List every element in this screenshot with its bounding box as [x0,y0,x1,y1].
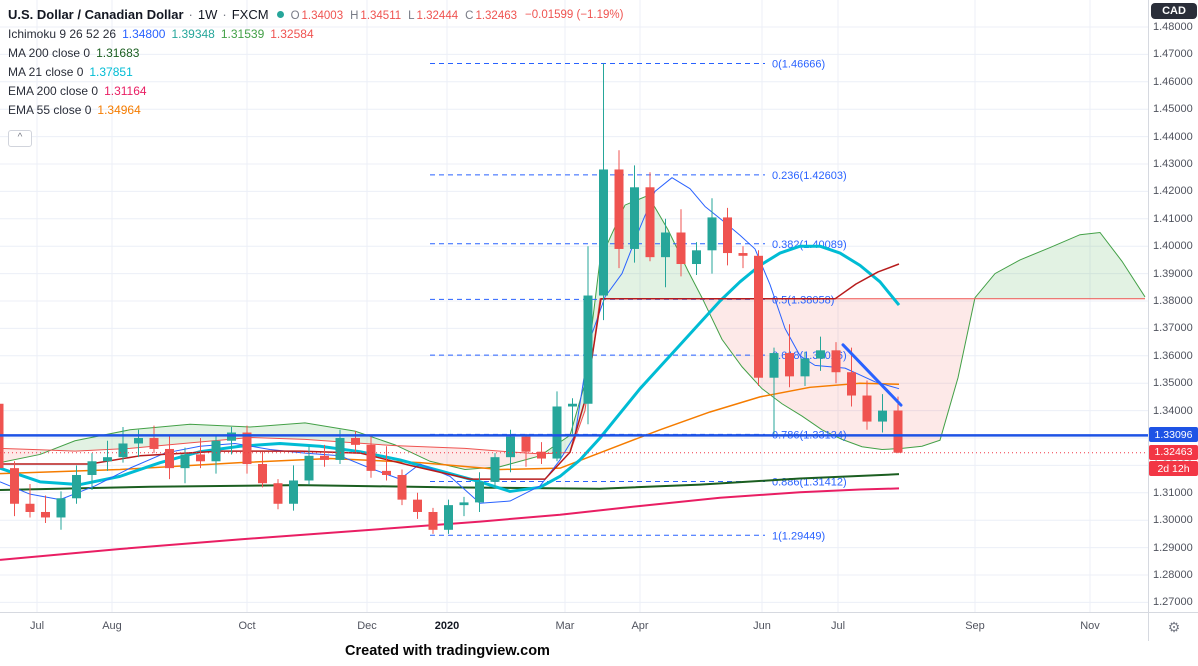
study-value: 1.37851 [89,64,133,79]
legend-collapse-button[interactable]: ^ [8,130,32,147]
study-row[interactable]: MA 200 close 0 1.31683 [8,43,623,62]
chart-canvas[interactable]: 0(1.46666)0.236(1.42603)0.382(1.40089)0.… [0,0,1148,612]
price-tick-label: 1.44000 [1153,130,1193,143]
price-tick-label: 1.41000 [1153,212,1193,225]
study-value: 1.31539 [220,26,265,41]
fib-level-label: 0.236(1.42603) [772,170,847,182]
time-tick-label: Mar [555,620,575,632]
legend: U.S. Dollar / Canadian Dollar · 1W · FXC… [8,5,623,119]
study-name: Ichimoku 9 26 52 26 [8,26,117,41]
symbol-title-row[interactable]: U.S. Dollar / Canadian Dollar · 1W · FXC… [8,5,623,24]
symbol-name: U.S. Dollar / Canadian Dollar [8,7,184,22]
trend-line[interactable] [841,343,903,407]
price-tick-label: 1.29000 [1153,541,1193,554]
study-value: 1.31683 [96,45,140,60]
market-status-dot-icon [276,11,284,18]
last-price-badge: 1.32463 [1149,444,1198,460]
bar-countdown-badge: 2d 12h [1149,461,1198,477]
fib-level-label: 0(1.46666) [772,59,825,71]
ema55-line [0,382,900,475]
study-name: MA 200 close 0 [8,45,91,60]
watermark-caption: Created with tradingview.com [345,643,550,659]
chart-pane[interactable]: 0(1.46666) 0.236(1.42603) 0.382(1.40089) 0.… [0,0,1148,612]
exchange-label: FXCM [231,7,269,22]
time-tick-label: Aug [102,620,122,632]
ohlc-value: 1.34511 [360,9,402,22]
candles-layer [0,63,903,534]
fib-level-label: 1(1.29449) [772,530,825,542]
price-tick-label: 1.43000 [1153,158,1193,170]
gear-icon[interactable]: ⚙ [1167,618,1181,635]
time-tick-label: 2020 [434,620,460,632]
time-tick-label: Jun [753,620,771,632]
price-tick-label: 1.28000 [1153,569,1193,581]
price-tick-label: 1.42000 [1153,185,1193,198]
ohlc-value: 1.34003 [301,9,344,22]
price-axis[interactable]: CAD 1.48000 1.47000 1.46000 1.45000 1.44000 1… [1148,0,1198,612]
price-tick-label: 1.47000 [1153,48,1193,61]
study-row[interactable]: EMA 200 close 0 1.31164 [8,81,623,100]
hline-price-badge: 1.33096 [1149,427,1198,443]
time-tick-label: Sep [965,620,985,632]
study-value: 1.32584 [270,26,314,41]
study-value: 1.34964 [97,102,141,117]
study-row[interactable]: MA 21 close 0 1.37851 [8,62,623,81]
study-row[interactable]: EMA 55 close 0 1.34964 [8,100,623,119]
time-tick-label: Jul [29,620,45,632]
currency-badge[interactable]: CAD [1151,3,1197,19]
price-tick-label: 1.46000 [1153,75,1193,88]
time-tick-label: Dec [357,620,377,632]
study-name: EMA 200 close 0 [8,83,99,98]
studies-list: Ichimoku 9 26 52 26 1.34800 1.39348 1.31539… [8,24,623,119]
study-name: EMA 55 close 0 [8,102,92,117]
ohlc-label: C [465,9,474,22]
price-tick-label: 1.48000 [1153,21,1193,33]
study-row[interactable]: Ichimoku 9 26 52 26 1.34800 1.39348 1.31539… [8,24,623,43]
ohlc-label: L [408,9,415,22]
fib-level-label: 0.5(1.38058) [772,294,834,306]
study-value: 1.34800 [122,26,166,41]
time-axis[interactable]: Jul Aug Oct Dec 2020 Mar Apr Jun Jul Sep Nov [0,612,1148,641]
price-tick-label: 1.39000 [1153,267,1193,280]
ohlc-value: 1.32444 [416,9,459,22]
separator: · [188,7,193,22]
ohlc-label: H [350,9,359,22]
price-tick-label: 1.40000 [1153,240,1193,253]
price-tick-label: 1.45000 [1153,103,1193,116]
study-value: 1.31164 [104,83,147,98]
separator: · [222,7,227,22]
time-tick-label: Apr [631,620,649,632]
study-name: MA 21 close 0 [8,64,84,79]
study-value: 1.39348 [171,26,215,41]
chevron-up-icon: ^ [17,132,23,143]
price-tick-label: 1.37000 [1153,322,1193,335]
axis-settings-corner[interactable]: ⚙ [1148,612,1198,641]
time-tick-label: Jul [830,620,846,632]
price-tick-label: 1.35000 [1153,377,1193,390]
price-tick-label: 1.36000 [1153,349,1193,362]
price-tick-label: 1.27000 [1153,596,1193,609]
ohlc-label: O [290,9,300,22]
ohlc-values: O 1.34003 H 1.34511 L 1.32444 C 1.32463 [284,6,517,24]
price-tick-label: 1.30000 [1153,514,1193,527]
price-tick-label: 1.31000 [1153,486,1193,499]
ohlc-value: 1.32463 [475,9,518,22]
kijun-line [0,263,900,480]
price-tick-label: 1.38000 [1153,295,1193,307]
interval-label: 1W [197,7,218,22]
time-tick-label: Nov [1080,620,1100,632]
ema200-line [0,487,900,561]
lead-a-line [0,194,1146,471]
time-tick-label: Oct [238,620,256,632]
price-tick-label: 1.34000 [1153,404,1193,417]
change-value: −0.01599 (−1.19%) [525,8,624,21]
